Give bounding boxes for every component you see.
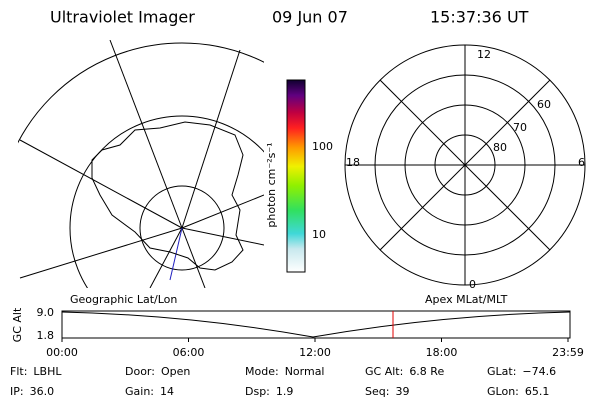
instrument: Ultraviolet Imager [50, 8, 195, 27]
colorbar-tick: 100 [312, 140, 333, 153]
info-value: 14 [160, 385, 174, 398]
info-label: Mode: [245, 365, 279, 378]
info-value: 39 [395, 385, 409, 398]
info-value: 6.8 Re [409, 365, 444, 378]
info-value: Open [161, 365, 190, 378]
lat-label: 70 [513, 121, 527, 134]
info-value: 36.0 [30, 385, 55, 398]
info-label: Flt: [10, 365, 27, 378]
date: 09 Jun 07 [272, 8, 348, 27]
colorbar [286, 79, 306, 273]
strip-x-tick: 00:00 [46, 346, 78, 359]
strip-y-tick: 9.0 [37, 306, 55, 319]
time: 15:37:36 UT [430, 8, 529, 27]
strip-x-tick: 12:00 [299, 346, 331, 359]
strip-frame [61, 310, 571, 339]
info-label: GC Alt: [365, 365, 403, 378]
strip-x-tick: 23:59 [552, 346, 584, 359]
info-value: −74.6 [522, 365, 556, 378]
info-label: Door: [125, 365, 155, 378]
info-value: Normal [285, 365, 325, 378]
altitude-curve [61, 311, 571, 338]
info-value: 1.9 [276, 385, 294, 398]
strip-x-ticks: 00:00 06:00 12:00 18:00 23:59 [46, 338, 584, 359]
info-value: 65.1 [525, 385, 550, 398]
info-label: Seq: [365, 385, 389, 398]
strip-title: Geographic Lat/Lon [70, 293, 177, 306]
map [18, 40, 264, 288]
colorbar-tick: 10 [312, 228, 326, 241]
mlt-label: 12 [477, 48, 491, 61]
polar-grid [344, 44, 586, 286]
info-label: GLat: [487, 365, 516, 378]
info-value: LBHL [33, 365, 62, 378]
info-panel: Flt: LBHL Door: Open Mode: Normal GC Alt: 6.8 R… [10, 365, 556, 398]
mlt-label: 6 [578, 156, 585, 169]
info-label: Gain: [125, 385, 154, 398]
info-label: Dsp: [245, 385, 270, 398]
mlt-label: 0 [469, 278, 476, 291]
strip-x-tick: 06:00 [173, 346, 205, 359]
lat-label: 80 [493, 141, 507, 154]
strip-title: Apex MLat/MLT [425, 293, 508, 306]
mlt-label: 18 [346, 156, 360, 169]
strip-x-tick: 18:00 [426, 346, 458, 359]
info-label: GLon: [487, 385, 519, 398]
lat-label: 60 [537, 98, 551, 111]
strip-y-label: GC Alt [11, 307, 24, 342]
colorbar-label: photon cm⁻²s⁻¹ [265, 142, 278, 227]
info-label: IP: [10, 385, 24, 398]
strip-y-tick: 1.8 [37, 329, 55, 342]
